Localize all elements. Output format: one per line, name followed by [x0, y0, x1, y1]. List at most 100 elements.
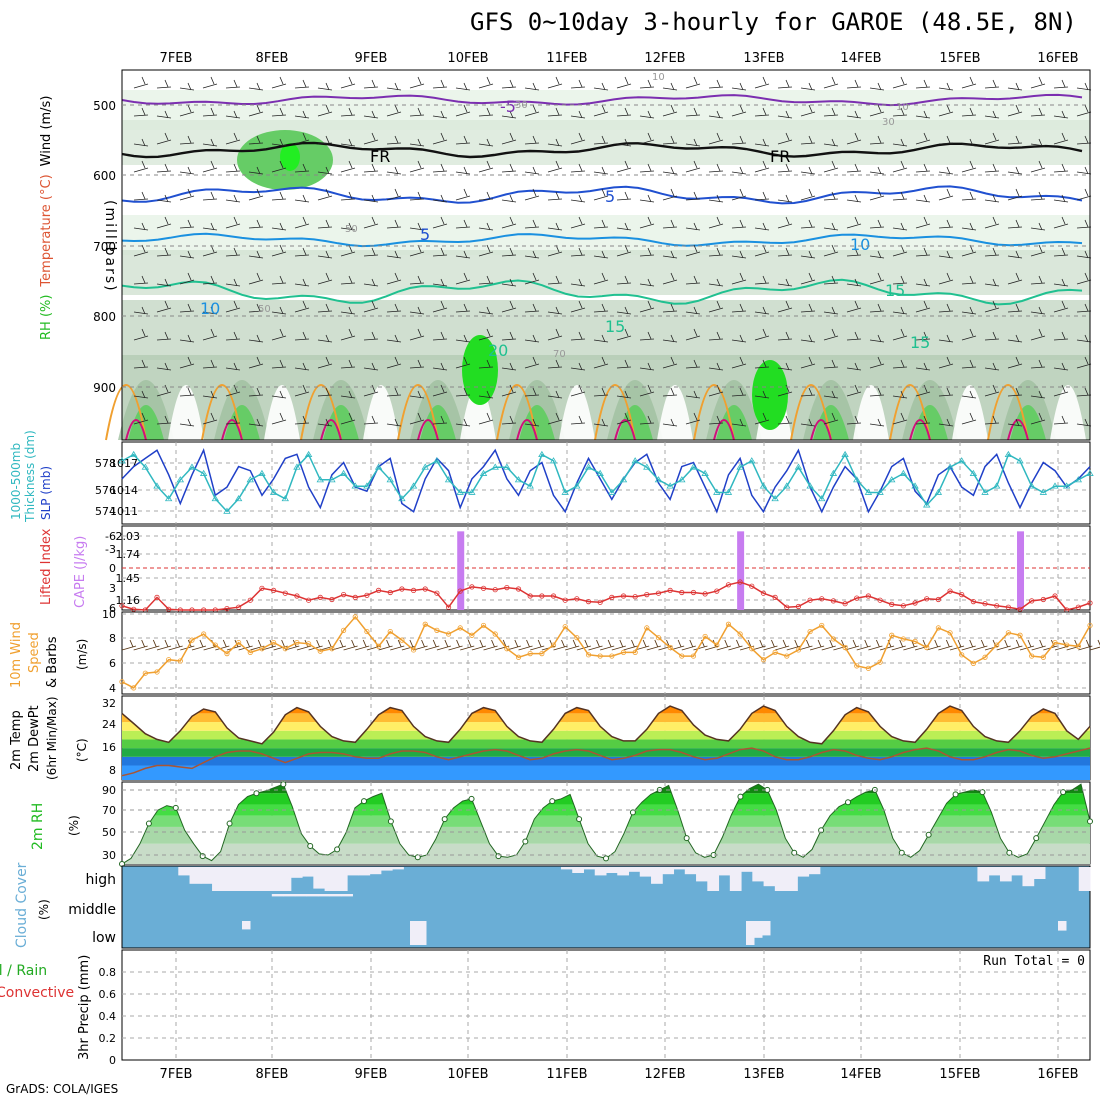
- wind-barb: [593, 387, 609, 397]
- wind-speed-point: [480, 622, 487, 629]
- wind-barb: [133, 306, 149, 315]
- wind-barb: [1007, 166, 1023, 175]
- wind-barb: [800, 135, 816, 145]
- wind-speed-point: [772, 649, 778, 655]
- wind-barb: [892, 412, 908, 425]
- wind-speed-point: [131, 685, 137, 691]
- rh-point: [603, 855, 609, 862]
- wind-speed-point: [399, 637, 405, 643]
- wind-speed-point: [469, 632, 475, 638]
- wind-barb: [1076, 334, 1092, 343]
- wind-speed-point: [620, 649, 627, 655]
- cloud-middle-cell: [317, 894, 330, 897]
- surface-wind-barb: [390, 639, 405, 651]
- date-label-bottom: 13FEB: [743, 1067, 784, 1082]
- dry-plume: [952, 385, 988, 440]
- cloud-high-cell: [279, 867, 292, 891]
- wind-barb: [455, 418, 471, 427]
- wind-barb: [133, 160, 149, 173]
- wind-barb: [593, 418, 609, 427]
- rh-plume-core: [323, 405, 359, 440]
- thickness-point: [923, 501, 931, 508]
- wind-barb: [524, 418, 540, 427]
- wind-barb: [501, 362, 517, 371]
- lifted-index-point: [597, 599, 603, 605]
- wind-barb: [1053, 79, 1069, 89]
- wind-barb: [225, 278, 241, 287]
- surface-wind-barb: [553, 639, 568, 651]
- wind-barb: [593, 334, 609, 343]
- thickness-point: [503, 463, 511, 470]
- wind-barb: [938, 219, 954, 229]
- wind-tick-label: 6: [109, 657, 116, 670]
- wind-speed-point: [492, 631, 498, 637]
- wind-barb: [225, 132, 241, 145]
- cloud-high-cell: [302, 867, 314, 877]
- wind-barb: [846, 194, 862, 203]
- surface-wind-barb: [600, 639, 615, 651]
- wind-barb: [892, 160, 908, 173]
- lifted-index-point: [387, 589, 393, 596]
- wind-barb: [1030, 359, 1046, 369]
- thickness-point: [888, 476, 896, 483]
- rh-point: [979, 789, 986, 796]
- wind-barb: [133, 222, 149, 231]
- wind-barb: [570, 79, 586, 89]
- wind-barb: [777, 132, 793, 145]
- wind-barb: [708, 415, 724, 425]
- cloud-high-cell: [606, 867, 618, 873]
- wind-speed-point: [679, 653, 685, 659]
- wind-barb: [386, 135, 402, 145]
- slp-tick-label: 1017: [110, 457, 138, 470]
- wind-barb: [1007, 135, 1023, 145]
- wind-barb: [1030, 160, 1046, 173]
- wind-barb: [869, 250, 885, 259]
- lifted-index-point: [480, 585, 487, 591]
- cloud-middle-cell: [306, 894, 319, 897]
- contour-label: 5: [420, 225, 430, 244]
- surface-wind-barb: [728, 639, 743, 651]
- surface-wind-barb: [973, 639, 988, 651]
- wind-barb: [409, 328, 425, 341]
- wind-barb: [800, 356, 816, 369]
- thickness-tick-label: 576: [95, 484, 116, 497]
- wind-ylabel-3: & Barbs: [45, 636, 60, 688]
- wind-barb: [133, 359, 149, 369]
- wind-barb: [225, 362, 241, 371]
- footer-credit: GrADS: COLA/IGES: [6, 1082, 119, 1096]
- wind-barb: [133, 76, 149, 89]
- wind-barb: [317, 135, 333, 145]
- li-tick-label: 3: [109, 582, 116, 595]
- wind-barb: [271, 107, 287, 117]
- wind-barb: [363, 331, 379, 341]
- cloud-high-cell: [189, 867, 202, 884]
- thickness-point: [701, 469, 709, 476]
- wind-speed-point: [247, 649, 253, 655]
- wind-barb: [731, 104, 747, 117]
- cloud-middle-cell: [329, 894, 342, 897]
- wind-barb: [639, 362, 655, 371]
- wind-barb: [938, 188, 954, 201]
- run-total: Run Total = 0: [983, 954, 1085, 969]
- wind-barb: [708, 216, 724, 229]
- wind-speed-point: [539, 651, 545, 657]
- cloud-high-cell: [212, 867, 224, 891]
- wind-barb: [685, 107, 701, 117]
- thickness-line: [121, 453, 1091, 513]
- wind-barb: [570, 247, 586, 257]
- wind-speed-point: [935, 625, 941, 631]
- wind-barb: [317, 82, 333, 91]
- wind-barb: [593, 82, 609, 91]
- lifted-index-point: [760, 590, 767, 596]
- date-label-top: 12FEB: [644, 51, 685, 66]
- rh-plume-core: [128, 405, 164, 440]
- lifted-index-point: [224, 605, 230, 612]
- wind-barb: [363, 110, 379, 119]
- temp-contour-25: [221, 419, 243, 441]
- lifted-index-point: [737, 579, 743, 585]
- thickness-point: [526, 482, 534, 489]
- wind-barb: [294, 216, 310, 229]
- wind-barb: [524, 82, 540, 91]
- wind-barb: [294, 110, 310, 119]
- wind-barb: [639, 384, 655, 397]
